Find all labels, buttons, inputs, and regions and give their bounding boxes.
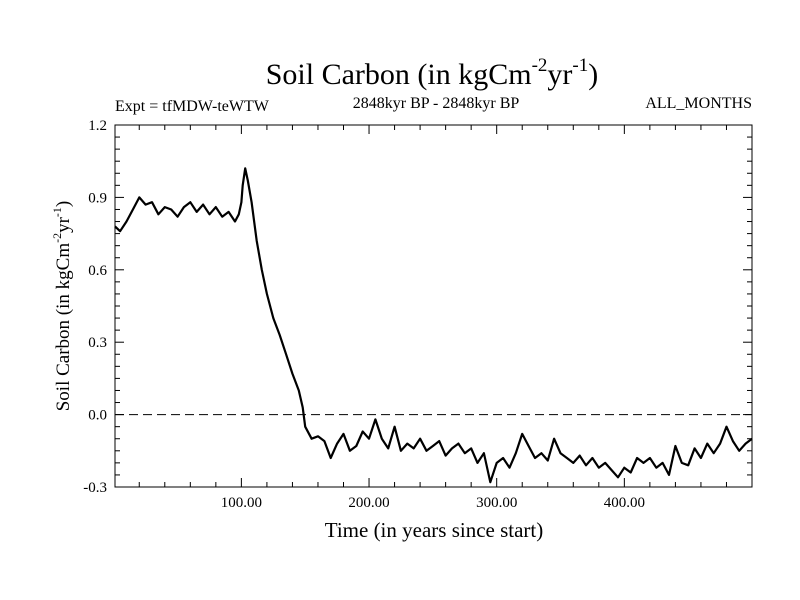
chart-title: Soil Carbon (in kgCm-2yr-1) xyxy=(266,55,599,91)
subtitle-center: 2848kyr BP - 2848kyr BP xyxy=(353,95,520,112)
y-tick-label: -0.3 xyxy=(83,480,107,496)
ylabel-close: ) xyxy=(53,201,74,207)
title-sup2: -1 xyxy=(572,55,588,76)
y-tick-label: 0.9 xyxy=(88,190,107,206)
y-tick-label: 0.3 xyxy=(88,335,107,351)
axis-ticks xyxy=(115,124,752,488)
title-close: ) xyxy=(588,58,598,91)
y-axis-label: Soil Carbon (in kgCm-2yr-1) xyxy=(50,201,74,412)
title-text: Soil Carbon (in kgCm xyxy=(266,58,532,91)
subtitle-right: ALL_MONTHS xyxy=(645,95,752,112)
y-tick-label: 0.6 xyxy=(88,263,107,279)
ylabel-sup2: -1 xyxy=(50,207,64,217)
x-tick-label: 200.00 xyxy=(348,495,389,511)
y-tick-label: 0.0 xyxy=(88,408,107,424)
ylabel-sup1: -2 xyxy=(50,233,64,243)
x-tick-label: 100.00 xyxy=(221,495,262,511)
x-tick-label: 400.00 xyxy=(604,495,645,511)
ylabel-text: Soil Carbon (in kgCm xyxy=(53,243,74,412)
x-tick-labels: 100.00 200.00 300.00 400.00 xyxy=(221,495,645,511)
x-tick-label: 300.00 xyxy=(476,495,517,511)
ylabel-mid: yr xyxy=(53,216,74,233)
subtitle-left: Expt = tfMDW-teWTW xyxy=(115,98,270,115)
title-sup1: -2 xyxy=(532,55,548,76)
x-axis-label: Time (in years since start) xyxy=(325,518,544,542)
y-tick-label: 1.2 xyxy=(88,118,107,134)
plot-frame xyxy=(114,124,753,488)
series-line-soil-carbon xyxy=(114,167,753,484)
y-tick-labels: -0.3 0.0 0.3 0.6 0.9 1.2 xyxy=(83,118,107,496)
title-mid: yr xyxy=(547,58,572,91)
